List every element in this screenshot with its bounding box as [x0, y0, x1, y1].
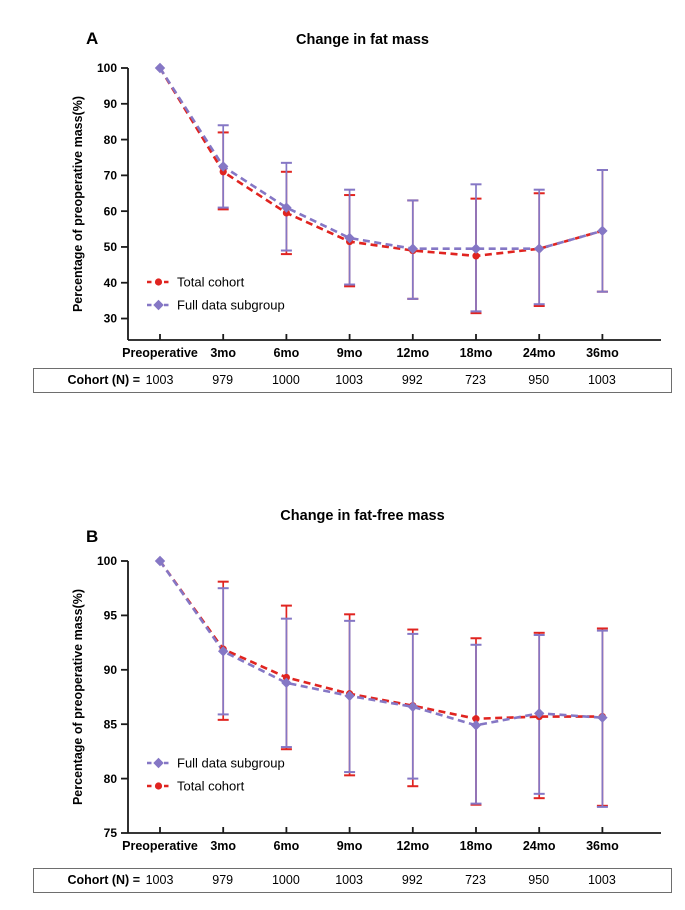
- series-line-total-cohort: [158, 560, 603, 721]
- x-tick-label: Preoperative: [122, 839, 198, 853]
- data-point-marker: [218, 161, 229, 172]
- x-tick-label: 6mo: [274, 346, 300, 360]
- legend-item-full-data-subgroup: Full data subgroup: [147, 298, 285, 313]
- x-tick-label: 36mo: [586, 346, 619, 360]
- data-point-marker: [407, 701, 418, 712]
- cohort-value: 1003: [145, 873, 174, 887]
- y-tick-label: 90: [104, 97, 118, 111]
- y-tick-label: 60: [104, 204, 118, 218]
- data-point-marker: [597, 712, 608, 723]
- data-point-marker: [282, 673, 290, 682]
- cohort-value: 723: [465, 873, 486, 887]
- x-tick-label: 24mo: [523, 839, 556, 853]
- y-tick-label: 30: [104, 312, 118, 326]
- data-point-marker: [281, 202, 292, 213]
- data-point-marker: [282, 209, 290, 217]
- cohort-label: Cohort (N) =: [67, 373, 140, 387]
- panel-fat-mass: A Change in fat mass 30 40 50 60 70 80 90 100 Pr…: [0, 28, 685, 396]
- x-tick-label: 18mo: [460, 346, 493, 360]
- series-line-total-cohort: [158, 67, 603, 258]
- x-tick-label: 9mo: [337, 346, 363, 360]
- y-tick-label: 90: [104, 663, 118, 677]
- data-point-marker: [534, 708, 545, 719]
- legend-marker: [153, 299, 164, 311]
- cohort-value: 979: [212, 373, 234, 387]
- legend-marker: [154, 782, 163, 790]
- y-tick-label: 40: [104, 276, 118, 290]
- y-tick-label: 80: [104, 772, 118, 786]
- x-tick-label: 6mo: [274, 839, 300, 853]
- legend-item-total-cohort: Total cohort: [147, 779, 245, 794]
- legend-marker: [154, 278, 163, 286]
- cohort-value: 723: [465, 373, 486, 387]
- cohort-value: 992: [401, 373, 423, 387]
- cohort-value: 1000: [271, 373, 300, 387]
- data-point-marker: [472, 252, 480, 260]
- cohort-value: 1003: [335, 373, 363, 387]
- x-tick-label: Preoperative: [122, 346, 198, 360]
- cohort-value: 1003: [335, 873, 363, 887]
- chart-title-fat-free-mass: Change in fat-free mass: [280, 508, 445, 524]
- series-line-full-data-subgroup: [158, 67, 603, 251]
- x-tick-label: 9mo: [337, 839, 363, 853]
- data-point-marker: [344, 232, 355, 244]
- chart-title-fat-mass: Change in fat mass: [296, 32, 429, 48]
- data-point-marker: [407, 243, 418, 254]
- panel-fat-free-mass: B Change in fat-free mass 75 80 85 90 95 100 P…: [0, 497, 685, 897]
- cohort-value: 979: [212, 873, 234, 887]
- cohort-table-fat-mass: Cohort (N) = 1003 979 1000 1003 992 723 950 100…: [33, 368, 672, 393]
- y-axis-label: Percentage of preoperative mass(%): [71, 96, 85, 312]
- legend-label: Total cohort: [177, 779, 245, 794]
- x-tick-label: 36mo: [586, 839, 619, 853]
- data-point-marker: [154, 62, 166, 74]
- cohort-value: 1003: [587, 373, 616, 387]
- y-tick-label: 100: [97, 61, 117, 75]
- cohort-label: Cohort (N) =: [67, 873, 140, 887]
- legend-item-full-data-subgroup: Full data subgroup: [147, 756, 285, 771]
- cohort-value: 950: [528, 873, 550, 887]
- data-point-marker: [219, 168, 227, 176]
- data-point-marker: [597, 225, 608, 237]
- x-tick-label: 12mo: [396, 346, 429, 360]
- x-tick-label: 3mo: [210, 839, 236, 853]
- cohort-value: 992: [401, 873, 423, 887]
- data-point-marker: [470, 243, 482, 254]
- fat-mass-chart: 30 40 50 60 70 80 90 100 Preoperative 3mo 6mo 9mo 12…: [71, 61, 661, 360]
- cohort-value: 950: [528, 373, 550, 387]
- x-tick-label: 24mo: [523, 346, 556, 360]
- panel-letter-b: B: [86, 527, 99, 546]
- y-tick-label: 75: [104, 826, 118, 840]
- x-tick-label: 3mo: [210, 346, 236, 360]
- legend-label: Total cohort: [177, 275, 245, 290]
- data-point-marker: [281, 677, 292, 689]
- x-tick-label: 12mo: [396, 839, 429, 853]
- y-tick-label: 70: [104, 169, 118, 183]
- data-point-marker: [534, 243, 545, 254]
- y-tick-label: 50: [104, 240, 118, 254]
- panel-letter-a: A: [86, 29, 99, 48]
- y-axis-label: Percentage of preoperative mass(%): [71, 589, 85, 805]
- y-tick-label: 80: [104, 133, 118, 147]
- data-point-marker: [154, 555, 166, 567]
- cohort-value: 1003: [587, 873, 616, 887]
- legend-label: Full data subgroup: [177, 756, 285, 771]
- y-tick-label: 85: [104, 717, 118, 731]
- series-line-full-data-subgroup: [158, 560, 603, 727]
- fat-free-mass-chart: 75 80 85 90 95 100 Preoperative 3mo 6mo 9mo 12mo 18…: [71, 554, 661, 853]
- x-tick-label: 18mo: [460, 839, 493, 853]
- data-point-marker: [472, 715, 480, 723]
- data-point-marker: [344, 690, 355, 702]
- y-tick-label: 95: [104, 609, 118, 623]
- legend-marker: [153, 757, 164, 769]
- legend-label: Full data subgroup: [177, 298, 285, 313]
- legend-item-total-cohort: Total cohort: [147, 275, 245, 290]
- cohort-value: 1000: [271, 873, 300, 887]
- y-tick-label: 100: [97, 554, 117, 568]
- cohort-value: 1003: [145, 373, 174, 387]
- cohort-table-fat-free-mass: Cohort (N) = 1003 979 1000 1003 992 723 950 100…: [33, 868, 672, 893]
- data-point-marker: [470, 720, 482, 731]
